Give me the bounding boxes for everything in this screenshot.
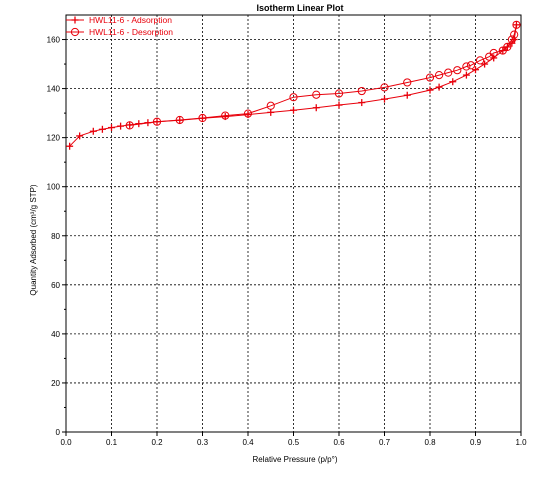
plot-frame [65, 14, 522, 433]
data-point [444, 68, 453, 77]
data-point [380, 83, 389, 92]
series-line [69, 24, 517, 147]
data-point [512, 20, 521, 29]
x-tick-label: 0.2 [151, 438, 163, 447]
data-point [198, 113, 207, 123]
data-point [243, 109, 253, 118]
data-point [289, 93, 298, 102]
legend: HWL11-6 - Adsorption HWL11-6 - Desorptio… [66, 15, 173, 37]
data-point [435, 70, 444, 80]
y-tick-label: 120 [47, 134, 61, 143]
data-point [466, 61, 476, 70]
legend-item-desorption: HWL11-6 - Desorption [66, 27, 173, 37]
data-point [449, 78, 457, 86]
x-tick-label: 0.3 [197, 438, 209, 447]
data-point [490, 54, 498, 62]
data-point [312, 104, 320, 112]
data-point [462, 71, 470, 79]
x-tick-label: 0.8 [424, 438, 436, 447]
data-point [221, 111, 230, 120]
legend-swatch-marker [71, 16, 79, 24]
y-axis-label: Quantity Adsorbed (cm³/g STP) [29, 184, 38, 295]
x-axis-label: Relative Pressure (p/p°) [252, 455, 337, 464]
series-adsorption [66, 21, 520, 150]
data-point [435, 83, 443, 91]
data-point [267, 108, 275, 116]
data-point [481, 60, 489, 68]
data-point [453, 66, 462, 75]
x-tick-label: 0.6 [333, 438, 345, 447]
y-tick-label: 80 [51, 232, 60, 241]
data-point [266, 101, 275, 110]
series-layer [66, 20, 521, 150]
data-point [358, 99, 366, 107]
data-point [403, 91, 411, 99]
series-line [129, 24, 517, 126]
legend-item-adsorption: HWL11-6 - Adsorption [66, 15, 172, 25]
data-point [403, 78, 412, 87]
data-point [425, 73, 435, 82]
data-point [117, 122, 125, 130]
x-tick-label: 0.0 [60, 438, 72, 447]
x-tick-label: 0.7 [379, 438, 391, 447]
legend-label: HWL11-6 - Adsorption [89, 15, 172, 25]
legend-label: HWL11-6 - Desorption [89, 27, 173, 37]
data-point [462, 62, 471, 71]
x-tick-label: 1.0 [515, 438, 527, 447]
data-point [507, 35, 516, 44]
y-tick-label: 140 [47, 85, 61, 94]
data-point [152, 117, 162, 126]
y-tick-label: 40 [51, 330, 60, 339]
axis-layer: 0.0 0.1 0.2 0.3 0.4 0.5 0.6 0.7 0.8 0.9 1.0 0 20 40 60… [47, 14, 527, 447]
data-point [475, 56, 485, 65]
data-point [381, 95, 388, 103]
x-tick-label: 0.1 [106, 438, 118, 447]
y-tick-label: 160 [47, 36, 61, 45]
data-point [125, 121, 134, 130]
data-point [89, 127, 97, 135]
x-tick-label: 0.5 [288, 438, 300, 447]
x-tick-label: 0.9 [470, 438, 482, 447]
data-point [498, 46, 507, 55]
data-point [66, 142, 74, 150]
data-point [312, 90, 321, 99]
data-point [357, 86, 366, 96]
legend-swatch-marker [70, 27, 80, 37]
y-tick-label: 100 [47, 183, 61, 192]
data-point [335, 101, 343, 109]
y-tick-label: 0 [56, 428, 61, 437]
y-tick-label: 60 [51, 281, 60, 290]
x-tick-label: 0.4 [242, 438, 254, 447]
series-desorption [125, 20, 521, 130]
data-point [510, 30, 519, 39]
grid-layer [66, 15, 521, 432]
data-point [472, 66, 479, 74]
data-point [108, 124, 115, 132]
data-point [426, 86, 434, 94]
data-point [485, 52, 494, 61]
data-point [175, 115, 184, 125]
data-point [290, 106, 297, 114]
data-point [334, 89, 344, 98]
chart-title: Isotherm Linear Plot [256, 3, 343, 13]
data-point [98, 125, 106, 133]
y-tick-label: 20 [51, 379, 60, 388]
data-point [76, 132, 84, 140]
